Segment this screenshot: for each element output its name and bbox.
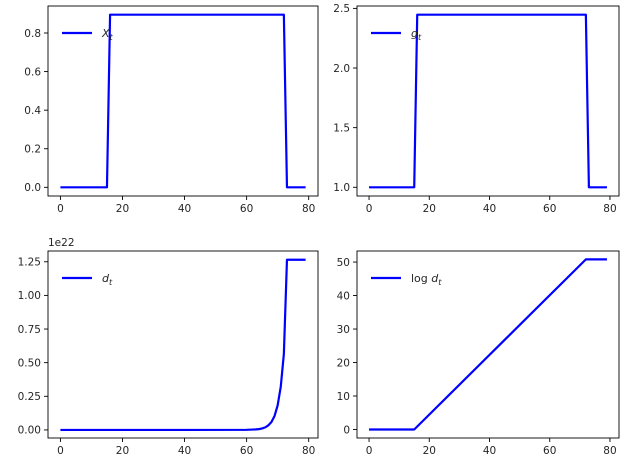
y-tick-label: 2.0 [333,63,350,75]
x-tick-label: 20 [116,445,129,457]
x-tick-label: 20 [423,445,436,457]
y-tick-label: 0.0 [24,182,41,194]
series-line [60,13,306,189]
y-tick-label: 30 [337,324,350,336]
x-tick-label: 0 [366,203,373,215]
x-tick-label: 60 [240,203,253,215]
x-tick-label: 0 [57,445,64,457]
x-tick-label: 60 [543,445,556,457]
x-tick-label: 40 [483,203,496,215]
x-tick-label: 40 [178,203,191,215]
x-tick-label: 0 [57,203,64,215]
legend-label: log dt [411,272,442,287]
y-tick-label: 1.5 [333,122,350,134]
legend-label: Xt [101,27,114,42]
subplot-g: 0 20 40 60 80 1.0 1.5 2.0 2.5 gt [333,3,620,215]
y-tick-label: 2.5 [333,3,350,15]
y-tick-label: 0.50 [18,357,41,369]
x-tick-label: 40 [483,445,496,457]
y-tick-label: 1.0 [333,182,350,194]
y-tick-label: 0.6 [24,66,41,78]
y-tick-label: 20 [337,357,350,369]
y-tick-label: 1.25 [18,257,41,269]
y-tick-label: 0.75 [18,324,41,336]
series-line [369,258,607,431]
axes-frame [47,250,319,439]
y-tick-label: 40 [337,290,350,302]
x-tick-label: 80 [302,203,315,215]
x-tick-label: 0 [366,445,373,457]
offset-label: 1e22 [48,237,75,249]
x-tick-label: 20 [116,203,129,215]
y-tick-label: 0.4 [24,105,41,117]
y-tick-label: 1.00 [18,290,41,302]
y-tick-label: 0.8 [24,28,41,40]
x-tick-label: 20 [423,203,436,215]
x-tick-label: 40 [178,445,191,457]
x-tick-label: 60 [240,445,253,457]
x-tick-label: 80 [302,445,315,457]
axes-frame [47,5,319,197]
axes-frame [356,250,620,439]
x-tick-label: 80 [603,203,616,215]
legend-label: gt [411,27,422,42]
legend-label: dt [102,272,113,287]
y-tick-label: 0 [343,424,350,436]
subplot-d: 1e22 0 20 40 60 80 0.00 0.25 0.50 0.75 1.00 1.25 dt [18,237,319,457]
y-tick-label: 10 [337,391,350,403]
subplot-logd: 0 20 40 60 80 0 10 20 30 40 50 log dt [337,250,620,457]
series-line [60,258,306,432]
y-tick-label: 50 [337,257,350,269]
x-tick-label: 80 [603,445,616,457]
y-tick-label: 0.00 [18,425,41,437]
y-tick-label: 0.25 [18,391,41,403]
axes-frame [356,5,620,197]
series-line [369,13,607,189]
y-tick-label: 0.2 [24,144,41,156]
x-tick-label: 60 [543,203,556,215]
subplot-x: 0 20 40 60 80 0.0 0.2 0.4 0.6 0.8 Xt [24,5,319,215]
